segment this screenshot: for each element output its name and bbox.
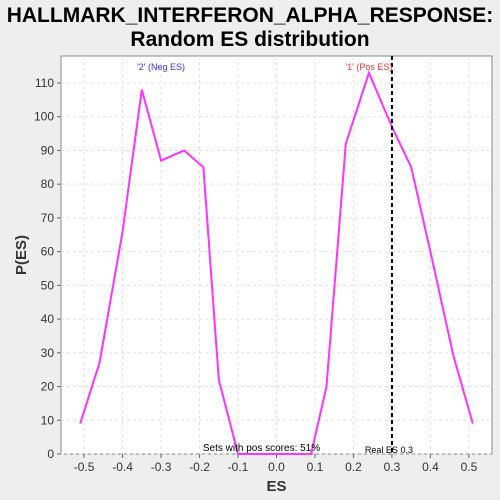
- data-point: [326, 386, 328, 388]
- data-point: [160, 160, 162, 162]
- y-tick-label: 30: [41, 346, 55, 360]
- pos-es-label: '1' (Pos ES): [345, 62, 392, 72]
- data-point: [202, 166, 204, 168]
- y-tick-label: 80: [41, 177, 55, 191]
- neg-es-label: '2' (Neg ES): [137, 62, 185, 72]
- data-point: [453, 355, 455, 357]
- data-point: [98, 362, 100, 364]
- es-distribution-line: [79, 70, 474, 455]
- y-tick-label: 60: [41, 245, 55, 259]
- x-tick-label: -0.4: [112, 460, 133, 474]
- data-point: [122, 230, 124, 232]
- x-tick-label: 0.0: [268, 460, 285, 474]
- x-tick-label: 0.4: [422, 460, 439, 474]
- y-tick-label: 0: [47, 447, 54, 461]
- data-point: [218, 379, 220, 381]
- y-tick-label: 50: [41, 278, 55, 292]
- data-point: [141, 89, 143, 91]
- data-point: [183, 149, 185, 151]
- y-tick-label: 10: [41, 413, 55, 427]
- y-tick-label: 70: [41, 211, 55, 225]
- x-tick-label: -0.5: [74, 460, 95, 474]
- y-tick-label: 90: [41, 143, 55, 157]
- y-axis-label: P(ES): [13, 235, 30, 275]
- data-point: [429, 251, 431, 253]
- x-tick-label: -0.1: [228, 460, 249, 474]
- y-tick-label: 110: [35, 76, 54, 90]
- chart-title-line-1: HALLMARK_INTERFERON_ALPHA_RESPONSE:: [6, 4, 494, 27]
- y-tick-label: 40: [41, 312, 55, 326]
- x-axis-label: ES: [266, 478, 286, 495]
- x-tick-label: 0.1: [307, 460, 324, 474]
- data-point: [410, 166, 412, 168]
- y-tick-label: 20: [41, 380, 55, 394]
- data-point: [472, 423, 474, 425]
- pos-scores-label: Sets with pos scores: 51%: [203, 443, 320, 454]
- y-tick-label: 100: [34, 110, 54, 124]
- x-tick-label: 0.5: [461, 460, 478, 474]
- data-point: [368, 72, 370, 74]
- x-tick-label: 0.2: [345, 460, 362, 474]
- x-tick-label: -0.2: [189, 460, 210, 474]
- x-tick-label: -0.3: [151, 460, 172, 474]
- data-point: [79, 423, 81, 425]
- real-es-label: Real ES 0.3: [365, 445, 413, 455]
- x-tick-label: 0.3: [384, 460, 401, 474]
- chart-title-line-2: Random ES distribution: [130, 28, 370, 51]
- data-point: [345, 143, 347, 145]
